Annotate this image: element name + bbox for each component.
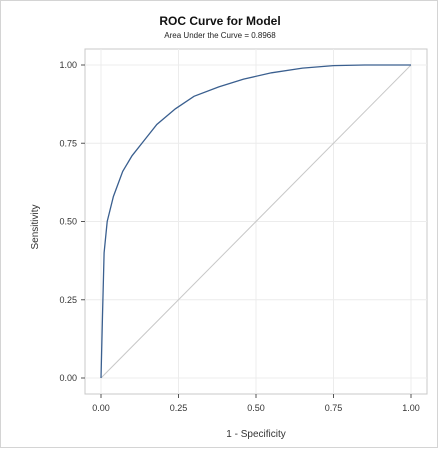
series-layer	[100, 64, 412, 379]
y-tick-label: 0.25	[59, 295, 77, 305]
chart-subtitle: Area Under the Curve = 0.8968	[164, 31, 276, 40]
x-axis-label: 1 - Specificity	[226, 429, 285, 440]
y-axis: 0.00 0.25 0.50 0.75 1.00	[59, 60, 85, 383]
y-axis-label: Sensitivity	[30, 204, 41, 249]
roc-curve-line	[100, 64, 411, 379]
x-tick-label: 1.00	[402, 403, 420, 413]
x-tick-label: 0.50	[247, 403, 265, 413]
y-tick-label: 1.00	[59, 60, 77, 70]
x-tick-label: 0.25	[170, 403, 188, 413]
chart-title: ROC Curve for Model	[159, 14, 280, 28]
x-tick-label: 0.00	[92, 403, 110, 413]
reference-diagonal-line	[100, 64, 412, 379]
y-tick-label: 0.75	[59, 138, 77, 148]
y-tick-label: 0.50	[59, 217, 77, 227]
x-axis: 0.00 0.25 0.50 0.75 1.00	[92, 394, 420, 413]
y-tick-label: 0.00	[59, 373, 77, 383]
x-tick-label: 0.75	[325, 403, 343, 413]
